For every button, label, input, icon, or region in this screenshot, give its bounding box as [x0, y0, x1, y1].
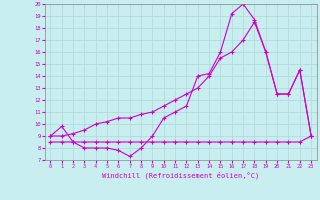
X-axis label: Windchill (Refroidissement éolien,°C): Windchill (Refroidissement éolien,°C) — [102, 172, 260, 179]
